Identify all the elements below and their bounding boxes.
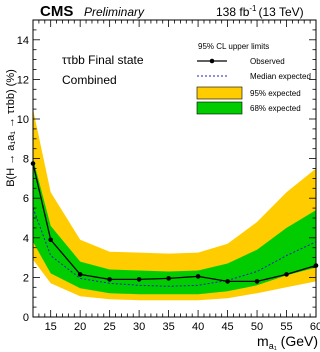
x-axis-label: ma₁ (GeV) [257, 333, 318, 351]
observed-point [77, 272, 83, 277]
legend-95-label: 95% expected [250, 89, 301, 98]
y-tick-label: 6 [23, 193, 29, 205]
x-tick-label: 55 [280, 321, 292, 333]
x-tick-label: 15 [45, 321, 57, 333]
band-95-expected [33, 109, 316, 301]
x-tick-label: 50 [251, 321, 263, 333]
y-tick-label: 8 [23, 154, 29, 166]
x-tick-label: 25 [104, 321, 116, 333]
median-expected-line [32, 207, 317, 287]
band-68-expected [33, 158, 316, 295]
y-tick-label: 0 [23, 312, 29, 324]
observed-point [48, 237, 53, 243]
observed-point [166, 276, 171, 281]
y-tick-label: 10 [17, 114, 29, 126]
x-tick-label: 20 [74, 321, 86, 333]
x-tick-label: 45 [221, 321, 233, 333]
x-axis-label-sub: a₁ [269, 341, 277, 351]
band-95-area [33, 109, 316, 301]
y-axis-label: B(H → a₁a₁ → ττbb) (%) [5, 69, 17, 187]
band-68-area [33, 158, 316, 295]
legend-95-swatch [196, 86, 243, 100]
observed-series [30, 161, 319, 284]
x-tick-label: 40 [192, 321, 204, 333]
legend-observed-label: Observed [250, 57, 285, 66]
x-tick-label: 35 [162, 321, 174, 333]
legend-68-label: 68% expected [250, 104, 301, 113]
legend-median-label: Median expected [250, 72, 311, 81]
y-tick-label: 12 [17, 74, 29, 86]
lumi-energy: (13 TeV) [259, 5, 304, 19]
y-tick-label: 14 [17, 35, 29, 47]
axis-ticks: 15 20 25 30 35 40 45 50 55 60 0 2 4 6 8 10 12 14 [17, 19, 320, 333]
legend-observed-marker [209, 58, 215, 64]
lumi-label: 138 fb-1 (13 TeV) [216, 4, 304, 19]
legend: 95% CL upper limits Observed Median expe… [196, 42, 311, 115]
observed-point [195, 274, 201, 279]
status-label: Preliminary [84, 5, 145, 19]
x-axis-label-main: m [257, 333, 269, 349]
observed-point [284, 272, 289, 277]
observed-point [254, 279, 260, 284]
combination-label: Combined [62, 73, 117, 87]
legend-title: 95% CL upper limits [198, 42, 269, 51]
legend-68-swatch [196, 101, 243, 115]
observed-point [225, 279, 230, 284]
x-tick-label: 30 [133, 321, 145, 333]
median-expected-series [32, 207, 317, 287]
observed-point [136, 277, 142, 282]
y-tick-label: 2 [23, 272, 29, 284]
final-state-label: ττbb Final state [62, 53, 144, 67]
lumi-exponent: -1 [249, 4, 257, 13]
x-axis-label-unit: (GeV) [277, 333, 318, 349]
experiment-label: CMS [40, 3, 73, 20]
observed-point [107, 277, 112, 282]
x-tick-label: 60 [310, 321, 320, 333]
y-tick-label: 4 [23, 233, 29, 245]
lumi-value: 138 fb [216, 5, 250, 19]
